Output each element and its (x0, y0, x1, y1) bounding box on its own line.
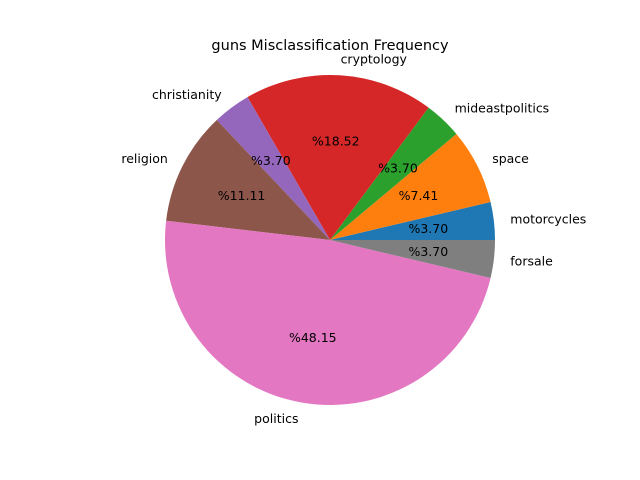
pie-labels: motorcycles %3.70 space %7.41 mideastpolitic… (121, 51, 586, 426)
slice-percent-religion: %11.11 (218, 188, 266, 203)
slice-percent-space: %7.41 (399, 188, 439, 203)
slice-percent-politics: %48.15 (289, 330, 337, 345)
pie-slice-motorcycles (330, 201, 495, 240)
pie-slice-mideastpolitics (330, 107, 457, 240)
pie-slice-cryptology (247, 75, 429, 241)
slice-percent-mideastpolitics: %3.70 (378, 160, 418, 175)
slice-label-christianity: christianity (152, 87, 222, 102)
slice-percent-motorcycles: %3.70 (408, 221, 448, 236)
slice-label-motorcycles: motorcycles (510, 211, 586, 226)
pie-slice-religion (166, 119, 330, 240)
pie-slices (165, 75, 495, 405)
slice-label-space: space (492, 151, 529, 166)
slice-label-cryptology: cryptology (341, 51, 408, 66)
slice-label-religion: religion (121, 151, 167, 166)
slice-percent-forsale: %3.70 (408, 244, 448, 259)
pie-slice-politics (165, 220, 491, 405)
chart-title: guns Misclassification Frequency (211, 38, 449, 54)
pie-slice-christianity (216, 97, 330, 241)
pie-slice-forsale (330, 240, 495, 279)
slice-label-politics: politics (254, 411, 298, 426)
pie-slice-space (330, 133, 491, 240)
slice-percent-cryptology: %18.52 (312, 134, 360, 149)
slice-label-mideastpolitics: mideastpolitics (455, 100, 550, 115)
slice-percent-christianity: %3.70 (251, 153, 291, 168)
slice-label-forsale: forsale (510, 254, 553, 269)
